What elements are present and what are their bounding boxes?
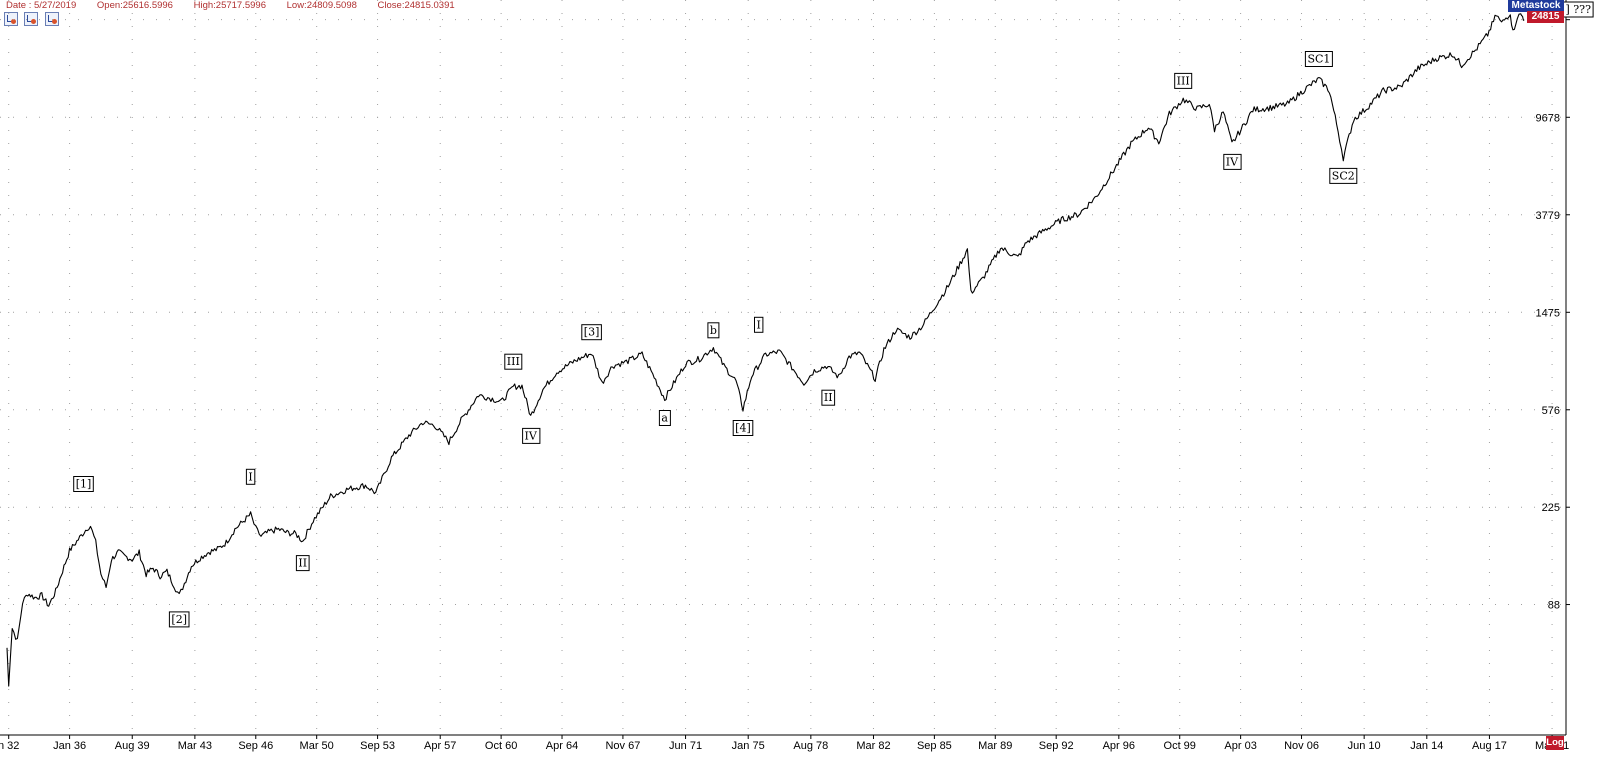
x-tick-label: Sep 53 [360,740,395,752]
wave-label-text: [2] [171,613,187,626]
wave-label-box [504,353,523,370]
wave-label-box [245,468,256,485]
wave-label-box [168,611,190,628]
x-tick-label: Jan 36 [53,740,86,752]
wave-label-text: SC2 [1332,169,1355,182]
wave-label: III [504,353,523,370]
wave-label-text: SC1 [1307,52,1330,65]
axes: 88 225 576 1475 3779 9678 n 32 Jan 36 Aug 39 Mar … [0,0,1570,752]
quote-low: Low:24809.5098 [286,0,357,11]
wave-label-box [732,420,754,436]
price-series-line [6,13,1525,687]
quote-header: Date : 5/27/2019 Open:25616.5996 High:25… [0,0,1540,12]
wave-label-box [522,427,541,444]
last-price-badge: 24815 [1527,11,1564,23]
x-tick-label: Aug 39 [115,740,150,752]
y-tick-label: 225 [1542,502,1560,514]
x-tick-label: Sep 85 [917,740,952,752]
wave-label-box [295,555,310,572]
quote-date: Date : 5/27/2019 [6,0,77,11]
quote-open: Open:25616.5996 [96,0,173,11]
quote-close: Close:24815.0391 [377,0,455,11]
wave-label-text: I [248,470,252,483]
x-tick-label: Sep 92 [1039,740,1074,752]
wave-label: I [245,468,256,485]
wave-label: IV [522,427,541,444]
wave-label: III [1174,72,1193,89]
x-tick-label: n 32 [0,740,19,752]
wave-label-text: [4] [735,422,751,435]
x-tick-label: Mar 50 [300,740,334,752]
wave-label: SC1 [1304,51,1333,67]
wave-label: [4] [732,420,754,436]
wave-label: [1] [73,476,94,492]
x-tick-label: Mar 82 [856,740,890,752]
x-tick-label: Jan 14 [1410,740,1443,752]
wave-label-text: [3] [584,326,600,339]
chart-properties-icon[interactable] [4,12,18,26]
x-tick-label: Aug 17 [1472,740,1507,752]
y-tick-label: 88 [1548,600,1560,612]
x-tick-label: Nov 67 [605,740,640,752]
x-tick-label: Mar 43 [178,740,212,752]
x-tick-label: Jun 10 [1348,740,1381,752]
wave-label-box [1304,51,1333,67]
indicator-icon[interactable] [24,12,39,26]
x-tick-label: Oct 60 [485,740,517,752]
wave-label: II [821,389,836,406]
x-tick-label: Oct 99 [1164,740,1196,752]
x-tick-label: Mar 89 [978,740,1012,752]
wave-label-text: b [710,324,717,337]
wave-label: [2] [168,611,190,628]
wave-labels: [1][2]IIIIIIIV[3]ab[4]IIIIIIIVSC1SC2[1] … [73,1,1594,628]
x-tick-label: Apr 64 [546,740,578,752]
wave-label-box [73,476,94,492]
quote-high: High:25717.5996 [193,0,266,11]
brand-badge: Metastock [1508,0,1564,12]
x-tick-label: Aug 78 [793,740,828,752]
wave-label-text: IV [1226,155,1239,168]
wave-label-text: I [756,318,760,331]
y-tick-label: 1475 [1536,307,1560,319]
wave-label-text: IV [525,429,538,442]
wave-label: a [658,410,671,426]
wave-label-box [1174,72,1193,89]
expert-advisor-icon[interactable] [44,12,59,26]
series-layer [6,13,1525,687]
wave-label: SC2 [1329,167,1358,184]
wave-label-text: III [1177,74,1190,87]
x-tick-label: Apr 57 [424,740,456,752]
wave-label-text: a [661,412,668,425]
y-tick-label: 3779 [1536,210,1560,222]
wave-label: [3] [581,324,602,341]
x-tick-label: Apr 96 [1103,740,1135,752]
wave-label-text: II [298,557,307,570]
wave-label-box [658,410,671,426]
log-scale-button[interactable]: Log [1546,736,1564,750]
x-tick-label: Apr 03 [1224,740,1256,752]
x-tick-label: Jun 71 [669,740,702,752]
y-tick-label: 9678 [1536,112,1560,124]
wave-label-box [581,324,602,341]
x-tick-label: Jan 75 [732,740,765,752]
wave-label-box [1329,167,1358,184]
wave-label-box [707,322,720,339]
wave-label-text: III [507,355,520,368]
x-tick-label: Sep 46 [238,740,273,752]
wave-label-box [754,316,764,333]
wave-label-box [821,389,836,406]
chart-toolbar [4,12,61,28]
wave-label: II [295,555,310,572]
wave-label: b [707,322,720,339]
wave-label-box [1223,153,1242,170]
wave-label: IV [1223,153,1242,170]
y-tick-label: 576 [1542,405,1560,417]
wave-label: I [754,316,764,333]
x-tick-label: Nov 06 [1284,740,1319,752]
wave-label-text: [1] [76,477,92,490]
wave-label-text: II [824,391,833,404]
grid [0,0,1566,735]
